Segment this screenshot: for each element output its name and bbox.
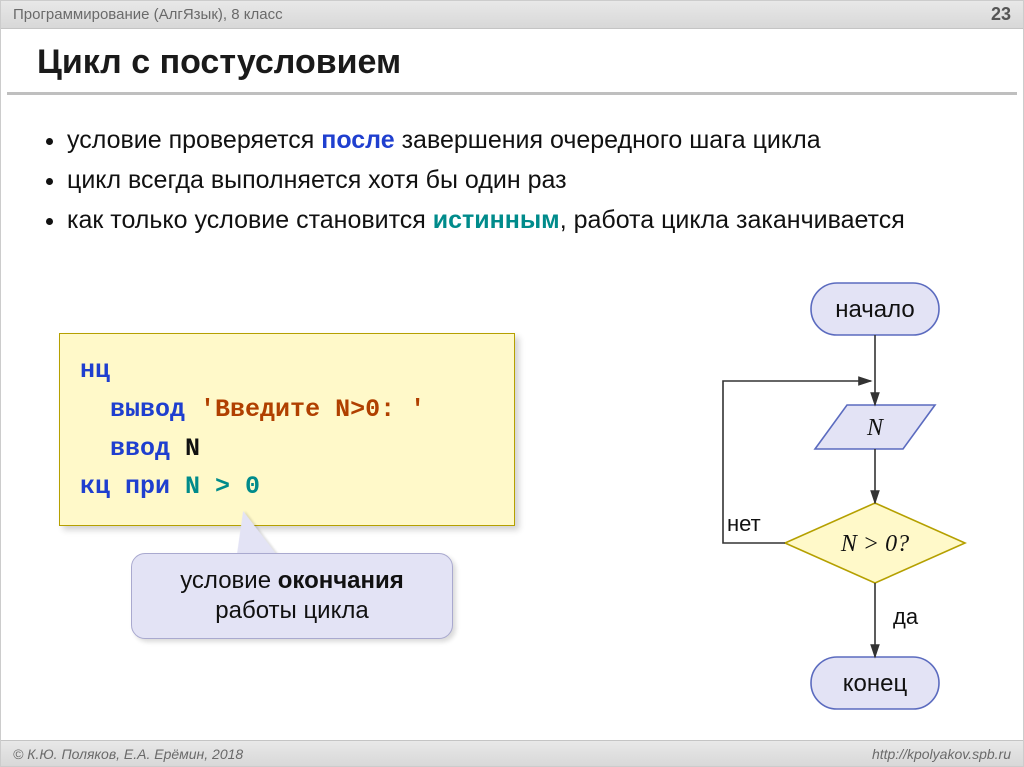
- slide-title: Цикл с постусловием: [7, 29, 1017, 95]
- svg-text:да: да: [893, 604, 919, 629]
- callout-tail: [229, 511, 277, 555]
- header-bar: Программирование (АлгЯзык), 8 класс 23: [1, 1, 1023, 29]
- kw-true: истинным: [433, 206, 560, 234]
- bullet-2: цикл всегда выполняется хотя бы один раз: [67, 164, 993, 198]
- callout-box: условие окончания работы цикла: [131, 553, 453, 639]
- copyright: © К.Ю. Поляков, Е.А. Ерёмин, 2018: [13, 746, 243, 762]
- svg-text:N > 0?: N > 0?: [840, 531, 909, 557]
- subject-text: Программирование (АлгЯзык), 8 класс: [13, 6, 283, 23]
- code-box: нц вывод 'Введите N>0: ' ввод N кц при N…: [59, 333, 515, 526]
- code-line-4: кц при N > 0: [80, 468, 494, 507]
- page-number: 23: [991, 4, 1011, 25]
- kw-after: после: [321, 126, 394, 154]
- svg-text:N: N: [866, 415, 885, 441]
- bullet-3: как только условие становится истинным, …: [67, 204, 993, 238]
- bullet-list: условие проверяется после завершения оче…: [1, 120, 1023, 237]
- bullet-1: условие проверяется после завершения оче…: [67, 124, 993, 158]
- footer-bar: © К.Ю. Поляков, Е.А. Ерёмин, 2018 http:/…: [1, 740, 1023, 766]
- svg-text:нет: нет: [727, 511, 761, 536]
- flowchart: начало N N > 0? конец да нет: [615, 281, 995, 721]
- code-line-3: ввод N: [80, 430, 494, 469]
- code-line-2: вывод 'Введите N>0: ': [80, 391, 494, 430]
- svg-text:начало: начало: [835, 296, 915, 323]
- footer-url: http://kpolyakov.spb.ru: [872, 746, 1011, 762]
- code-line-1: нц: [80, 352, 494, 391]
- callout-bold: окончания: [278, 567, 404, 594]
- svg-text:конец: конец: [843, 670, 908, 697]
